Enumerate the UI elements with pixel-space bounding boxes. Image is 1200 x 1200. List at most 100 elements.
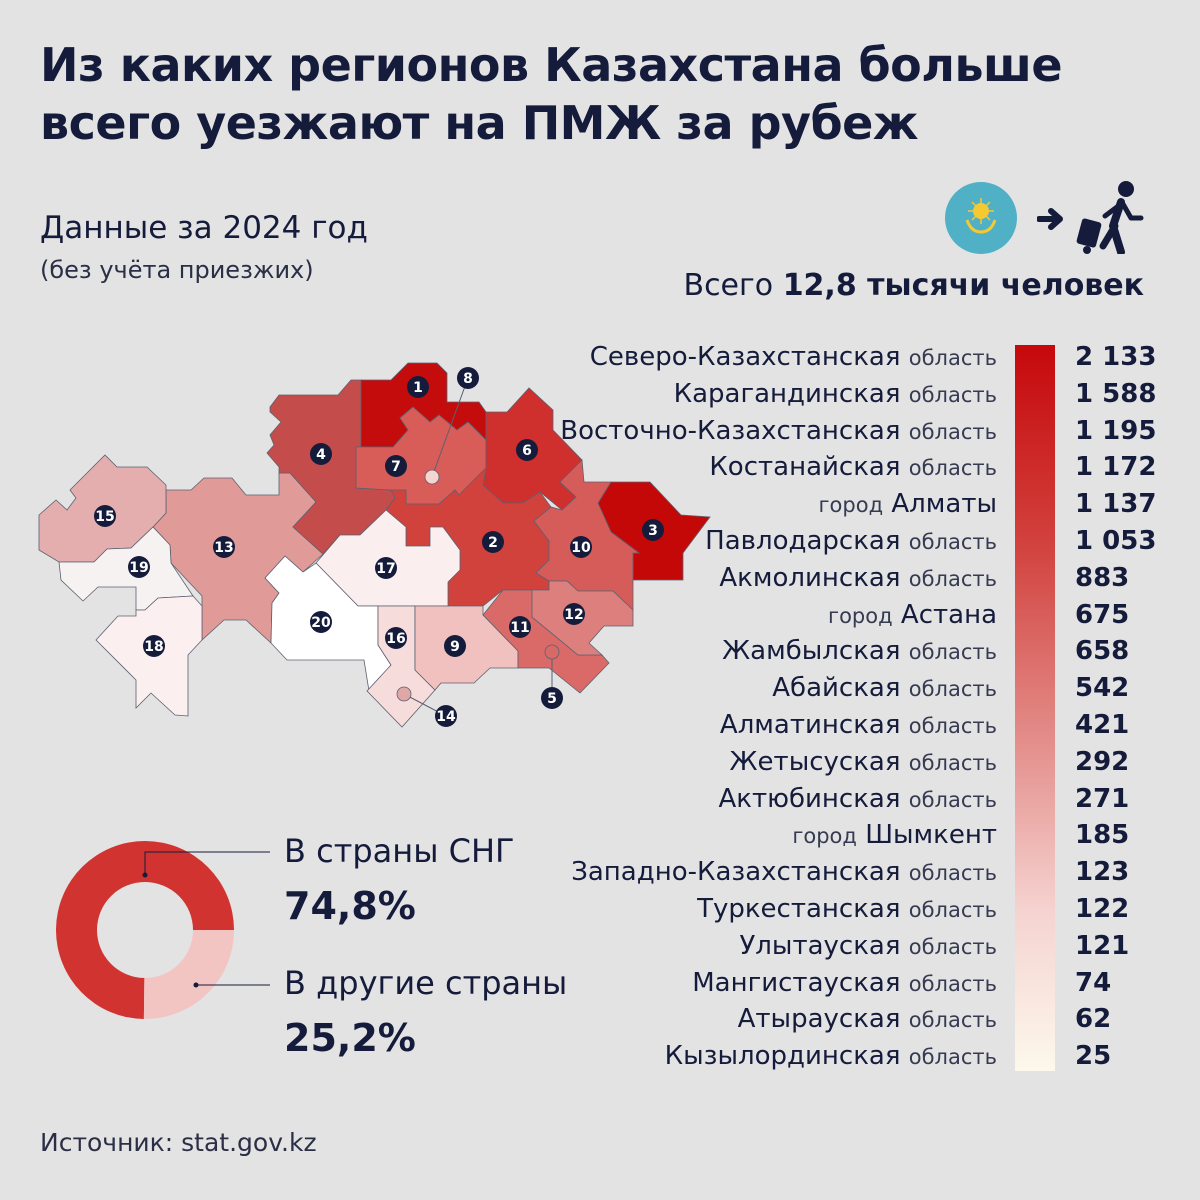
region-name: Абайская область (772, 673, 997, 703)
region-kind: область (908, 750, 997, 775)
cis-percent: 74,8% (284, 884, 416, 928)
region-18[interactable] (95, 595, 203, 717)
region-title: Жетысуская (729, 746, 901, 777)
region-kind: область (908, 566, 997, 591)
region-5[interactable] (544, 644, 560, 660)
region-name: город Астана (828, 600, 997, 630)
region-title: Северо-Казахстанская (589, 342, 901, 372)
region-kind: область (908, 640, 997, 665)
region-value: 1 137 (1075, 489, 1157, 520)
region-kind: город (792, 824, 857, 849)
region-name: Западно-Казахстанская область (571, 857, 997, 887)
region-row: Мангистауская область 74 (560, 968, 1160, 1004)
region-label-4: 4 (310, 443, 332, 465)
region-title: Алматинская (719, 710, 901, 740)
region-value: 2 133 (1075, 342, 1157, 372)
region-value: 675 (1075, 599, 1130, 630)
other-leader-dot (193, 982, 199, 988)
region-value: 1 172 (1075, 452, 1157, 483)
region-label-10: 10 (570, 536, 592, 558)
region-value: 62 (1075, 1004, 1112, 1035)
region-title: Абайская (772, 673, 901, 704)
region-name: Алматинская область (720, 710, 997, 740)
total-prefix: Всего (683, 268, 774, 303)
region-kind: область (908, 1008, 997, 1033)
svg-text:6: 6 (522, 443, 532, 459)
region-row: Акмолинская область 883 (560, 563, 1160, 599)
total-emigrants: Всего 12,8 тысячи человек (683, 268, 1144, 303)
region-label-8: 8 (457, 367, 479, 389)
region-value: 122 (1075, 894, 1130, 924)
region-title: Атырауская (737, 1004, 901, 1035)
traveler-with-luggage-icon (1076, 181, 1144, 254)
region-11[interactable] (482, 589, 610, 694)
region-8[interactable] (424, 469, 440, 485)
region-label-12: 12 (563, 603, 585, 625)
svg-text:5: 5 (547, 691, 557, 707)
region-value: 271 (1075, 783, 1130, 814)
destination-donut-chart (56, 841, 270, 1019)
region-kind: область (908, 971, 997, 996)
svg-text:20: 20 (311, 615, 331, 631)
region-row: Абайская область 542 (560, 673, 1160, 709)
color-scale-bar (1015, 345, 1055, 1071)
donut-slice-other (143, 930, 234, 1019)
other-percent: 25,2% (284, 1016, 416, 1060)
region-kind: область (908, 346, 997, 370)
region-row: Западно-Казахстанская область 123 (560, 857, 1160, 893)
region-title: Карагандинская (673, 378, 901, 409)
region-row: Атырауская область 62 (560, 1004, 1160, 1040)
region-kind: город (828, 603, 893, 628)
subtitle-note: (без учёта приезжих) (40, 256, 314, 284)
region-label-7: 7 (385, 455, 407, 477)
region-title: Астана (900, 599, 997, 630)
region-row: город Алматы 1 137 (560, 489, 1160, 525)
region-value: 121 (1075, 930, 1130, 961)
region-name: Атырауская область (738, 1004, 997, 1034)
region-row: Восточно-Казахстанская область 1 195 (560, 416, 1160, 452)
region-9[interactable] (414, 605, 519, 691)
region-14[interactable] (396, 686, 412, 702)
region-label-11: 11 (509, 616, 531, 638)
svg-text:10: 10 (571, 540, 591, 556)
svg-text:2: 2 (488, 535, 498, 551)
region-value: 292 (1075, 746, 1130, 777)
region-kind: область (908, 419, 997, 444)
svg-text:13: 13 (214, 540, 233, 556)
region-kind: область (908, 787, 997, 812)
region-label-14: 14 (435, 705, 457, 727)
region-title: Западно-Казахстанская (571, 857, 901, 888)
cis-leader-line (144, 851, 270, 875)
subtitle: Данные за 2024 год (40, 210, 368, 246)
region-label-5: 5 (541, 687, 563, 709)
region-name: Актюбинская область (718, 784, 997, 814)
svg-text:17: 17 (376, 561, 395, 577)
region-title: Улытауская (739, 930, 901, 961)
region-label-16: 16 (385, 627, 407, 649)
region-row: Кызылординская область 25 (560, 1041, 1160, 1077)
svg-text:8: 8 (463, 371, 473, 387)
region-name: Северо-Казахстанская область (590, 342, 997, 372)
region-name: Жетысуская область (730, 747, 997, 777)
region-row: Жамбылская область 658 (560, 636, 1160, 672)
region-name: Жамбылская область (722, 636, 997, 666)
region-kind: область (908, 456, 997, 481)
svg-text:18: 18 (144, 639, 163, 655)
region-name: Улытауская область (739, 931, 997, 961)
region-label-2: 2 (482, 531, 504, 553)
region-title: Алматы (891, 489, 997, 520)
region-value: 25 (1075, 1041, 1112, 1072)
region-kind: область (908, 898, 997, 922)
region-value: 185 (1075, 820, 1130, 851)
region-row: Алматинская область 421 (560, 710, 1160, 746)
region-name: Кызылординская область (665, 1041, 997, 1071)
region-row: Карагандинская область 1 588 (560, 379, 1160, 415)
region-row: Жетысуская область 292 (560, 747, 1160, 783)
svg-text:15: 15 (95, 509, 114, 525)
region-name: Мангистауская область (692, 968, 997, 998)
region-value: 421 (1075, 710, 1130, 740)
region-title: Павлодарская (705, 526, 901, 556)
donut-slice-cis (56, 841, 235, 1019)
region-name: Восточно-Казахстанская область (560, 416, 997, 446)
